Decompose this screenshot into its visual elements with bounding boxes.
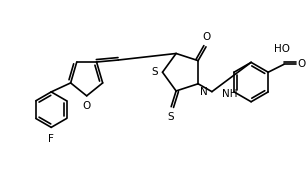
Text: S: S [151,67,158,77]
Text: O: O [202,32,210,42]
Text: F: F [48,134,54,144]
Text: HO: HO [274,45,290,55]
Text: NH: NH [222,89,237,99]
Text: N: N [200,87,208,97]
Text: S: S [168,112,174,122]
Text: O: O [83,101,91,111]
Text: O: O [298,59,306,69]
